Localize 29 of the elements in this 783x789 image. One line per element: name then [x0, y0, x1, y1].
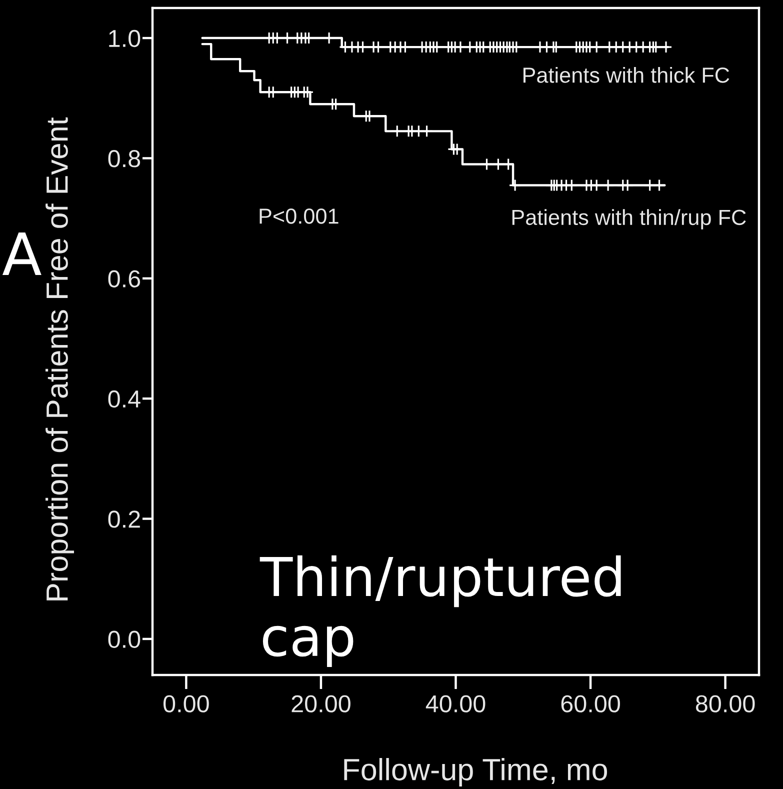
annotation: Thin/ruptured cap — [260, 555, 621, 667]
point — [602, 178, 614, 192]
point — [508, 178, 522, 192]
y-tick-label: 0.6 — [108, 270, 140, 288]
point — [590, 178, 603, 192]
series-label: Patients with thick FC — [524, 66, 730, 83]
x-axis-title: Follow-up Time, mo — [344, 758, 608, 786]
point — [492, 158, 505, 171]
point — [502, 158, 515, 171]
y-tick-label: 0.4 — [108, 390, 140, 408]
point — [644, 178, 656, 192]
y-tick-label: 1.0 — [109, 30, 140, 48]
x-tick-label: 60.00 — [561, 695, 620, 712]
y-tick-label: 0.2 — [108, 510, 140, 528]
x-tick-label: 80.00 — [696, 695, 755, 712]
point — [652, 178, 666, 192]
y-axis-title: Proportion of Patients Free of Event — [46, 117, 74, 600]
annotation: P<0.001 — [260, 208, 338, 224]
y-tick-label: 0.8 — [108, 150, 140, 168]
y-tick-label: 0.0 — [108, 630, 140, 648]
point — [565, 178, 578, 192]
point — [480, 158, 494, 171]
x-tick-label: 0.00 — [163, 695, 209, 712]
text: A — [2, 232, 42, 275]
point — [390, 124, 404, 138]
x-tick-label: 40.00 — [426, 695, 486, 712]
x-tick-label: 20.00 — [292, 695, 350, 712]
point — [420, 124, 434, 138]
series-label: Patients with thin/rup FC — [512, 209, 746, 230]
